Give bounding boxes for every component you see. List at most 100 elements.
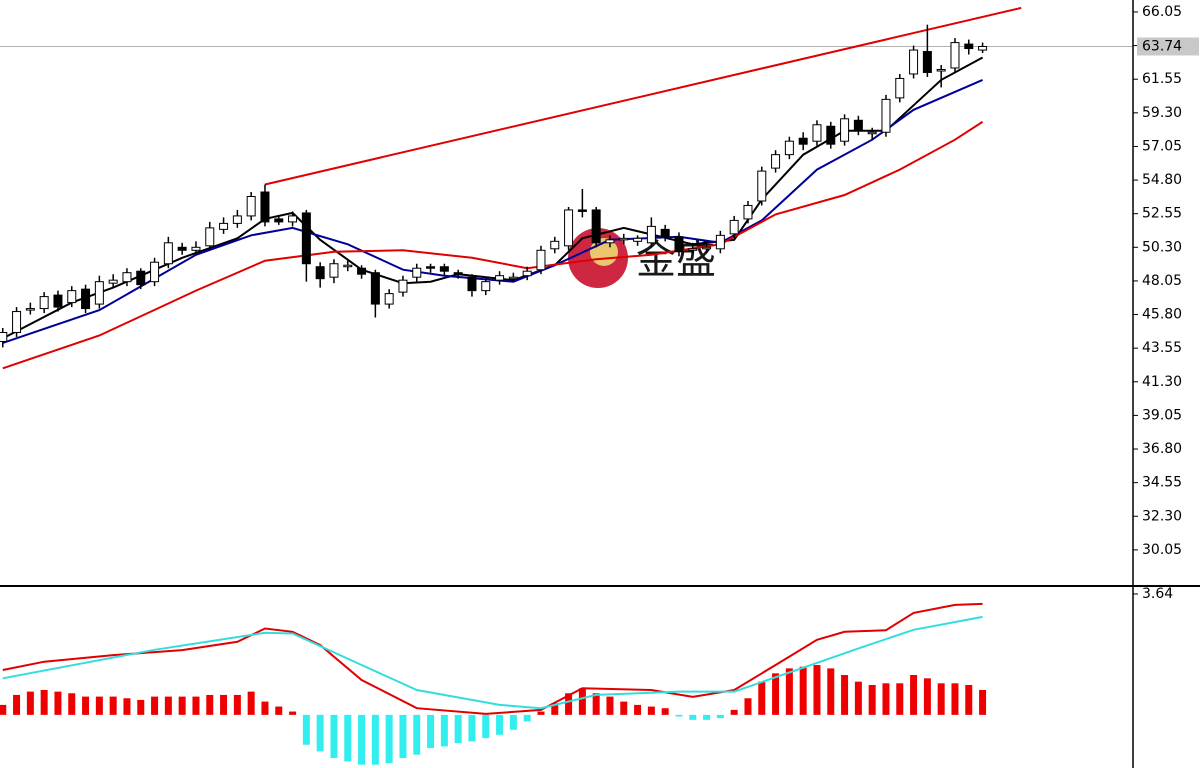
candle-body [826,125,836,145]
macd-bar [730,709,738,715]
macd-bar [82,696,90,715]
y-tick-label: 52.55 [1142,206,1182,222]
candle-body [605,239,615,244]
macd-bar [95,696,103,715]
macd-bar [509,714,517,730]
y-tick-label: 41.30 [1142,374,1182,390]
candle-body [481,281,491,292]
y-tick-label: 50.30 [1142,239,1182,255]
macd-bar [454,714,462,744]
macd-bar [647,706,655,715]
candle-body [370,272,380,305]
macd-bar [813,665,821,715]
macd-bar [979,689,987,715]
macd-bar [330,714,338,759]
macd-bar [882,683,890,715]
candle-body [633,237,643,242]
candle-body [12,311,22,333]
candle-body [702,246,712,250]
macd-bar [206,694,214,715]
macd-line [2,602,983,715]
candle-body [439,266,449,272]
macd-bar [0,704,7,715]
candle-body [964,43,974,50]
candle-body [191,246,201,251]
candle-body [219,222,229,230]
candle-body [950,42,960,69]
candle-body [757,170,767,202]
macd-bar [910,675,918,715]
candle-body [39,296,49,310]
macd-bar [951,683,959,715]
macd-bar [40,689,48,715]
candle-body [978,45,988,51]
candle-body [688,248,698,251]
y-tick-label: 54.80 [1142,172,1182,188]
candle-body [398,279,408,293]
last-price-box [1137,37,1199,56]
y-tick-label: 34.55 [1142,475,1182,491]
candle-body [798,137,808,145]
macd-bar [123,698,131,715]
candle-body [771,154,781,169]
last-price-label: 63.74 [1142,38,1182,54]
candle-body [619,237,629,241]
macd-bar [689,714,697,720]
y-tick-label: 45.80 [1142,307,1182,323]
candle-body [301,212,311,265]
candle-body [743,204,753,220]
macd-bar [358,714,366,765]
macd-bar [164,696,172,715]
candle-body [426,266,436,269]
y-tick-label: 48.05 [1142,273,1182,289]
macd-bar [758,681,766,715]
candle-body [122,272,132,283]
candle-body [922,51,932,73]
candle-body [81,288,91,310]
candle-body [715,234,725,250]
trendline [264,6,1022,186]
macd-bar [496,714,504,735]
macd-bar [965,684,973,715]
candle-body [412,267,422,278]
macd-bar [109,696,117,715]
y-tick-label: 39.05 [1142,407,1182,423]
macd-bar [316,714,324,752]
candle-body [94,281,104,305]
macd-bar [896,683,904,715]
candle-body [177,246,187,251]
y-tick-label: 43.55 [1142,340,1182,356]
candle-body [508,276,518,280]
macd-bar [772,673,780,715]
candle-body [246,195,256,217]
macd-bar [68,693,76,715]
candle-body [895,77,905,99]
macd-bar [923,678,931,715]
candle-body [867,131,877,135]
macd-bar [233,694,241,715]
candle-body [0,331,8,342]
candle-body [909,49,919,75]
macd-bar [247,691,255,715]
macd-bar [854,681,862,715]
candle-body [522,270,532,277]
macd-bar [468,714,476,742]
macd-bar [399,714,407,759]
candle-body [467,276,477,292]
macd-bar [220,694,228,715]
candle-body [205,227,215,247]
candle-body [784,140,794,156]
macd-bar [799,666,807,715]
y-tick-label: 36.80 [1142,441,1182,457]
macd-bar [606,696,614,715]
macd-bar [151,696,159,715]
y-tick-label: 32.30 [1142,508,1182,524]
macd-bar [785,668,793,715]
macd-bar [13,694,21,715]
candle-body [550,240,560,250]
macd-bar [344,714,352,762]
candle-body [495,275,505,281]
macd-line [2,615,983,710]
candle-body [163,242,173,265]
